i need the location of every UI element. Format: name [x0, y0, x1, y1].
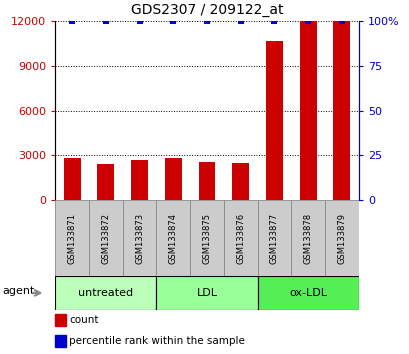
Text: LDL: LDL [196, 288, 217, 298]
Bar [223, 200, 257, 276]
Text: GSM133879: GSM133879 [337, 212, 346, 264]
Point [170, 18, 176, 24]
Bar [97, 164, 114, 200]
Bar [291, 200, 324, 276]
Point [102, 18, 109, 24]
Bar [257, 276, 358, 310]
Bar [55, 314, 65, 326]
Text: GSM133876: GSM133876 [236, 212, 245, 264]
Text: GSM133871: GSM133871 [67, 212, 76, 264]
Point [136, 18, 143, 24]
Bar [190, 200, 223, 276]
Bar [156, 200, 190, 276]
Text: percentile rank within the sample: percentile rank within the sample [69, 336, 244, 346]
Text: GSM133875: GSM133875 [202, 212, 211, 264]
Bar [232, 163, 249, 200]
Text: GSM133877: GSM133877 [269, 212, 278, 264]
Bar [299, 21, 316, 200]
Text: ox-LDL: ox-LDL [288, 288, 326, 298]
Text: agent: agent [3, 286, 35, 296]
Bar [89, 200, 122, 276]
Text: GSM133874: GSM133874 [169, 212, 178, 264]
Text: untreated: untreated [78, 288, 133, 298]
Bar [257, 200, 291, 276]
Text: GSM133872: GSM133872 [101, 212, 110, 264]
Point [338, 18, 344, 24]
Bar [122, 200, 156, 276]
Bar [164, 158, 181, 200]
Bar [131, 160, 148, 200]
Bar [55, 335, 65, 347]
Text: GSM133873: GSM133873 [135, 212, 144, 264]
Bar [156, 276, 257, 310]
Bar [64, 158, 81, 200]
Point [304, 18, 311, 24]
Point [270, 18, 277, 24]
Title: GDS2307 / 209122_at: GDS2307 / 209122_at [130, 4, 283, 17]
Bar [198, 162, 215, 200]
Point [237, 18, 243, 24]
Bar [333, 21, 349, 200]
Point [203, 18, 210, 24]
Point [69, 18, 75, 24]
Bar [265, 41, 282, 200]
Text: GSM133878: GSM133878 [303, 212, 312, 264]
Bar [324, 200, 358, 276]
Text: count: count [69, 315, 98, 325]
Bar [55, 200, 89, 276]
Bar [55, 276, 156, 310]
